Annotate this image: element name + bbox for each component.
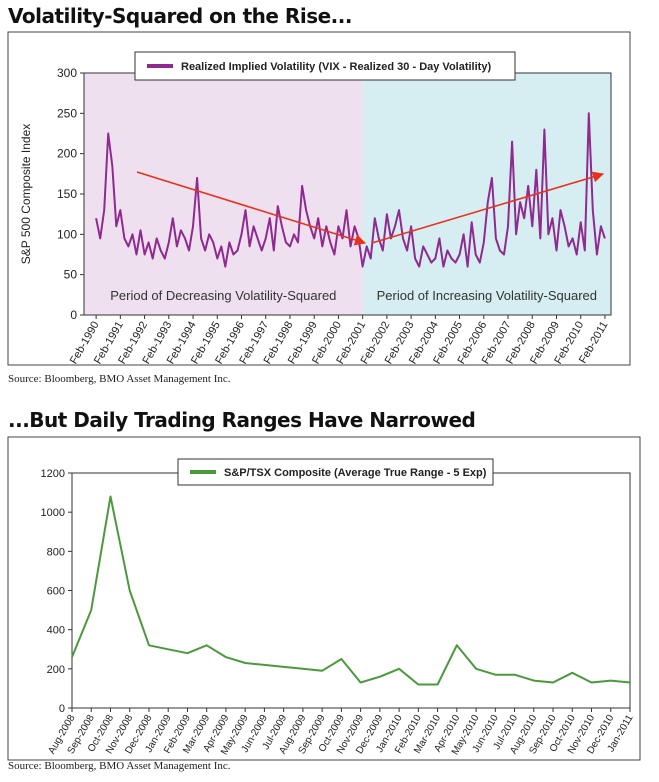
frame xyxy=(7,436,641,761)
trend-arrow xyxy=(371,171,605,244)
source: Source: Bloomberg, BMO Asset Management … xyxy=(8,373,231,385)
legend-label: S&P/TSX Composite (Average True Range - … xyxy=(224,467,487,479)
chart-title: ...But Daily Trading Ranges Have Narrowe… xyxy=(8,408,475,432)
y-tick-label: 400 xyxy=(47,625,65,637)
frame xyxy=(7,31,631,366)
region xyxy=(362,73,611,315)
y-tick-label: 200 xyxy=(47,664,65,676)
data-line xyxy=(95,112,606,268)
region-label: Period of Increasing Volatility-Squared xyxy=(377,288,597,303)
legend-box xyxy=(177,458,494,486)
y-tick-label: 0 xyxy=(70,308,77,322)
y-tick-label: 200 xyxy=(57,147,77,161)
trend-arrow xyxy=(136,171,367,246)
y-tick-label: 800 xyxy=(47,546,65,558)
y-tick-label: 1200 xyxy=(41,468,65,480)
y-tick-label: 50 xyxy=(64,268,78,282)
y-tick-label: 600 xyxy=(47,586,65,598)
y-axis-label: S&P 500 Composite Index xyxy=(19,124,33,265)
plot-area xyxy=(71,472,631,709)
chart-2: ...But Daily Trading Ranges Have Narrowe… xyxy=(8,408,636,772)
source: Source: Bloomberg, BMO Asset Management … xyxy=(8,760,231,772)
y-tick-label: 300 xyxy=(57,66,77,80)
chart-1: Volatility-Squared on the Rise... Source:… xyxy=(8,4,612,385)
data-line xyxy=(71,495,631,686)
y-tick-label: 1000 xyxy=(41,507,65,519)
y-tick-label: 0 xyxy=(59,703,65,715)
y-tick-label: 250 xyxy=(57,106,77,120)
legend-box xyxy=(134,51,516,81)
region-label: Period of Decreasing Volatility-Squared xyxy=(110,288,336,303)
legend-label: Realized Implied Volatility (VIX - Reali… xyxy=(181,61,491,73)
y-tick-label: 100 xyxy=(57,227,77,241)
y-tick-label: 150 xyxy=(57,187,77,201)
region xyxy=(84,73,363,315)
chart-title: Volatility-Squared on the Rise... xyxy=(8,4,352,28)
